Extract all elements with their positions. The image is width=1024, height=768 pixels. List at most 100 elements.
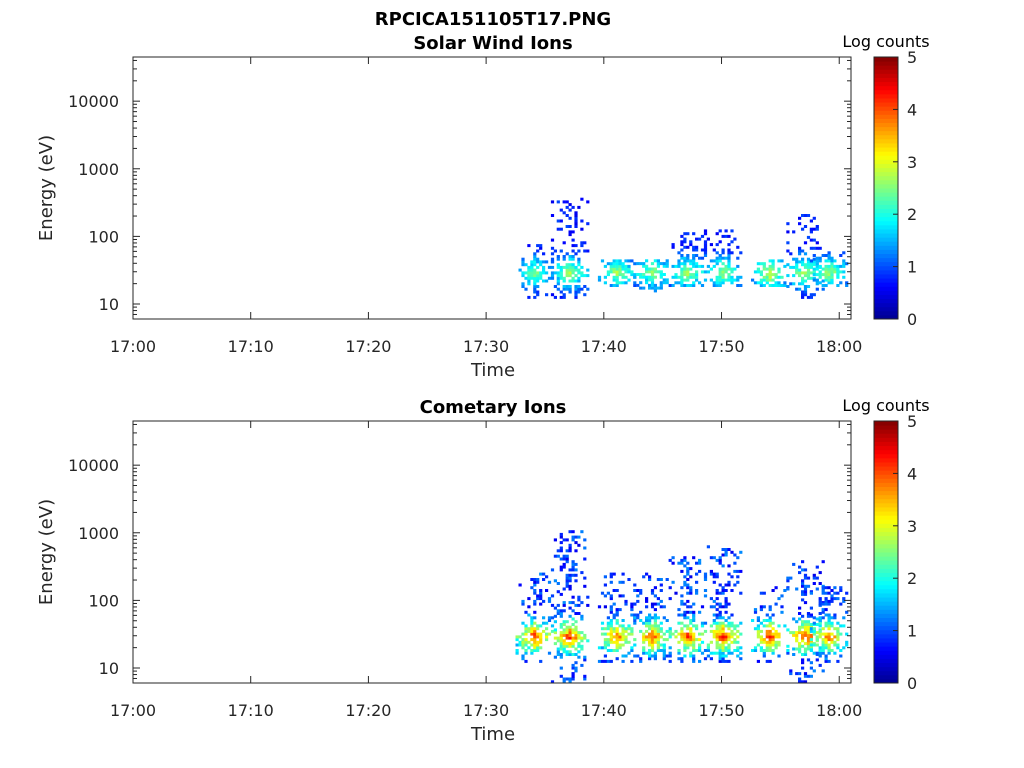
- heatmap-cell: [568, 644, 572, 648]
- heatmap-cell: [839, 281, 843, 285]
- heatmap-cell: [795, 672, 799, 676]
- heatmap-cell: [586, 200, 590, 204]
- heatmap-cell: [642, 275, 646, 279]
- heatmap-cell: [612, 259, 616, 263]
- heatmap-cell: [574, 653, 578, 656]
- colorbar-label: Log counts: [842, 32, 929, 51]
- heatmap-cell: [815, 256, 819, 260]
- heatmap-cell: [618, 259, 622, 263]
- heatmap-cell: [706, 264, 710, 268]
- heatmap-cell: [692, 602, 696, 606]
- heatmap-cell: [662, 632, 666, 636]
- heatmap-cell: [803, 225, 808, 228]
- heatmap-cell: [686, 632, 690, 636]
- heatmap-cell: [686, 245, 690, 249]
- heatmap-cell: [821, 560, 825, 564]
- heatmap-cell: [833, 613, 837, 617]
- heatmap-cell: [686, 578, 690, 581]
- heatmap-cell: [612, 267, 616, 271]
- heatmap-cell: [803, 274, 808, 278]
- heatmap-cell: [530, 638, 534, 642]
- heatmap-cell: [518, 583, 522, 587]
- heatmap-cell: [656, 262, 660, 266]
- colorbar-segment: [874, 159, 898, 164]
- heatmap-cell: [662, 643, 666, 647]
- heatmap-cell: [809, 238, 813, 242]
- heatmap-cell: [786, 644, 790, 648]
- heatmap-cell: [624, 264, 628, 268]
- heatmap-cell: [683, 616, 687, 620]
- heatmap-cell: [642, 635, 646, 639]
- colorbar-segment: [874, 269, 898, 275]
- heatmap-cell: [709, 243, 713, 247]
- colorbar-segment: [874, 155, 898, 160]
- heatmap-cell: [692, 654, 696, 658]
- heatmap-cell: [768, 284, 772, 287]
- heatmap-cell: [703, 629, 708, 633]
- heatmap-cell: [695, 572, 699, 576]
- heatmap-cell: [550, 680, 555, 684]
- heatmap-cell: [751, 649, 755, 652]
- heatmap-cell: [718, 627, 722, 631]
- heatmap-cell: [556, 276, 560, 280]
- heatmap-cell: [783, 264, 787, 268]
- heatmap-cell: [565, 642, 569, 646]
- heatmap-cell: [574, 285, 578, 288]
- heatmap-cell: [836, 597, 840, 601]
- heatmap-cell: [677, 657, 681, 661]
- heatmap-cell: [765, 619, 769, 622]
- heatmap-cell: [648, 621, 652, 625]
- heatmap-cell: [648, 616, 652, 620]
- heatmap-cell: [562, 557, 566, 561]
- heatmap-cell: [703, 621, 708, 625]
- heatmap-cell: [830, 597, 834, 601]
- colorbar-segment: [874, 196, 898, 201]
- plot-frame: [132, 56, 852, 320]
- heatmap-cell: [559, 674, 563, 678]
- heatmap-cell: [801, 658, 805, 662]
- heatmap-cell: [562, 211, 566, 215]
- heatmap-cell: [583, 677, 587, 681]
- heatmap-cell: [653, 621, 657, 625]
- heatmap-cell: [636, 283, 640, 287]
- heatmap-cell: [571, 565, 575, 569]
- heatmap-cell: [718, 267, 722, 271]
- heatmap-cell: [577, 612, 581, 615]
- heatmap-cell: [827, 643, 831, 647]
- heatmap-cell: [727, 264, 731, 268]
- heatmap-cell: [659, 262, 663, 266]
- heatmap-cell: [792, 230, 796, 234]
- heatmap-cell: [700, 234, 705, 238]
- heatmap-cell: [721, 591, 725, 595]
- heatmap-cell: [609, 594, 613, 598]
- figure-title: RPCICA151105T17.PNG: [375, 9, 611, 30]
- heatmap-cell: [606, 649, 610, 652]
- heatmap-cell: [827, 267, 831, 271]
- colorbar-segment: [874, 453, 898, 459]
- heatmap-cell: [798, 625, 802, 629]
- heatmap-cell: [801, 568, 805, 572]
- heatmap-cell: [571, 601, 575, 605]
- heatmap-cell: [721, 659, 725, 663]
- heatmap-cell: [633, 583, 637, 587]
- heatmap-cell: [559, 290, 563, 294]
- colorbar-segment: [874, 654, 898, 659]
- heatmap-cell: [712, 605, 716, 609]
- y-tick-label: 100: [88, 227, 119, 246]
- heatmap-cell: [571, 535, 575, 539]
- heatmap-cell: [615, 275, 619, 279]
- heatmap-cell: [536, 632, 540, 636]
- heatmap-cell: [803, 285, 808, 288]
- heatmap-cell: [801, 644, 805, 648]
- heatmap-cell: [533, 591, 537, 595]
- heatmap-cell: [692, 245, 696, 249]
- heatmap-cell: [789, 282, 793, 286]
- heatmap-cell: [683, 245, 687, 249]
- heatmap-cell: [565, 576, 569, 580]
- heatmap-cell: [530, 629, 534, 633]
- heatmap-cell: [621, 632, 625, 636]
- heatmap-cell: [683, 602, 687, 606]
- heatmap-cell: [550, 276, 555, 280]
- heatmap-cell: [703, 229, 708, 233]
- heatmap-cell: [627, 627, 631, 631]
